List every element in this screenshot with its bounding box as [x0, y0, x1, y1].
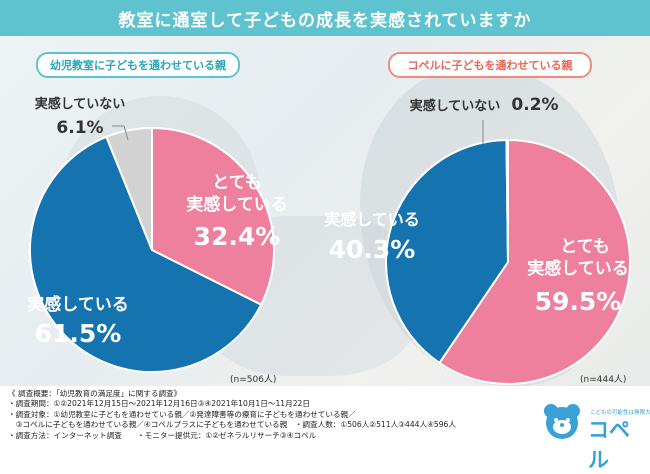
left-slice-not	[105, 126, 153, 251]
right-not-label: 実感していない	[410, 98, 501, 114]
right-very-label-line1: とても	[560, 237, 610, 257]
right-chart-title: コペルに子どもを通わせている親	[388, 52, 592, 78]
page-title: 教室に通室して子どもの成長を実感されていますか	[0, 0, 650, 36]
left-not-label: 実感していない	[35, 96, 126, 112]
notes-line-3: ・調査対象：①幼児教室に子どもを通わせている親／②発達障害等の療育に子どもを通わ…	[8, 409, 356, 419]
left-slice-very	[151, 126, 275, 307]
copel-logo: こどもの可能性は無限大 コペル	[538, 394, 650, 472]
left-slice-feel	[29, 135, 263, 373]
left-feel-label: 実感している	[27, 294, 129, 315]
right-sample-size: (n=444人)	[580, 375, 627, 385]
right-pie-chart	[385, 138, 631, 385]
right-slice-very	[438, 138, 631, 385]
right-very-value: 59.5%	[535, 287, 622, 316]
left-not-value: 6.1%	[56, 118, 103, 138]
notes-line-1: 《 調査概要：「幼児教育の満足度」に関する調査》	[8, 389, 182, 398]
logo-tagline: こどもの可能性は無限大	[590, 410, 650, 416]
logo-name: コペル	[588, 418, 630, 472]
right-feel-label: 実感している	[324, 210, 420, 229]
left-chart-title: 幼児教室に子どもを通わせている親	[36, 52, 240, 78]
left-feel-value: 61.5%	[35, 319, 122, 348]
notes-line-2: ・調査期間：①②2021年12月15日～2021年12月16日③④2021年10…	[8, 399, 310, 409]
notes-line-4: ③コペルに子どもを通わせている親／④コペルプラスに子どもを通わせている親 ・調査…	[8, 420, 456, 430]
right-slice-not	[505, 138, 509, 263]
bear-icon	[544, 404, 580, 439]
left-not-leader-line	[112, 125, 129, 141]
pie-charts: とても 実感している 32.4% 実感している 61.5% 実感していない 6.…	[27, 95, 631, 385]
right-slice-feel	[385, 138, 510, 365]
notes-line-5: ・調査方法：インターネット調査 ・モニター提供元：①②ゼネラルリサーチ③④コペル	[8, 430, 317, 440]
left-very-label-line1: とても	[212, 173, 262, 193]
left-very-value: 32.4%	[194, 222, 281, 251]
survey-notes: 《 調査概要：「幼児教育の満足度」に関する調査》 ・調査期間：①②2021年12…	[8, 389, 528, 441]
right-not-value: 0.2%	[511, 95, 558, 115]
right-very-label-line2: 実感している	[527, 258, 629, 279]
left-sample-size: (n=506人)	[230, 375, 277, 385]
right-feel-value: 40.3%	[329, 235, 416, 264]
left-very-label-line2: 実感している	[186, 194, 288, 215]
left-pie-chart	[29, 126, 275, 373]
